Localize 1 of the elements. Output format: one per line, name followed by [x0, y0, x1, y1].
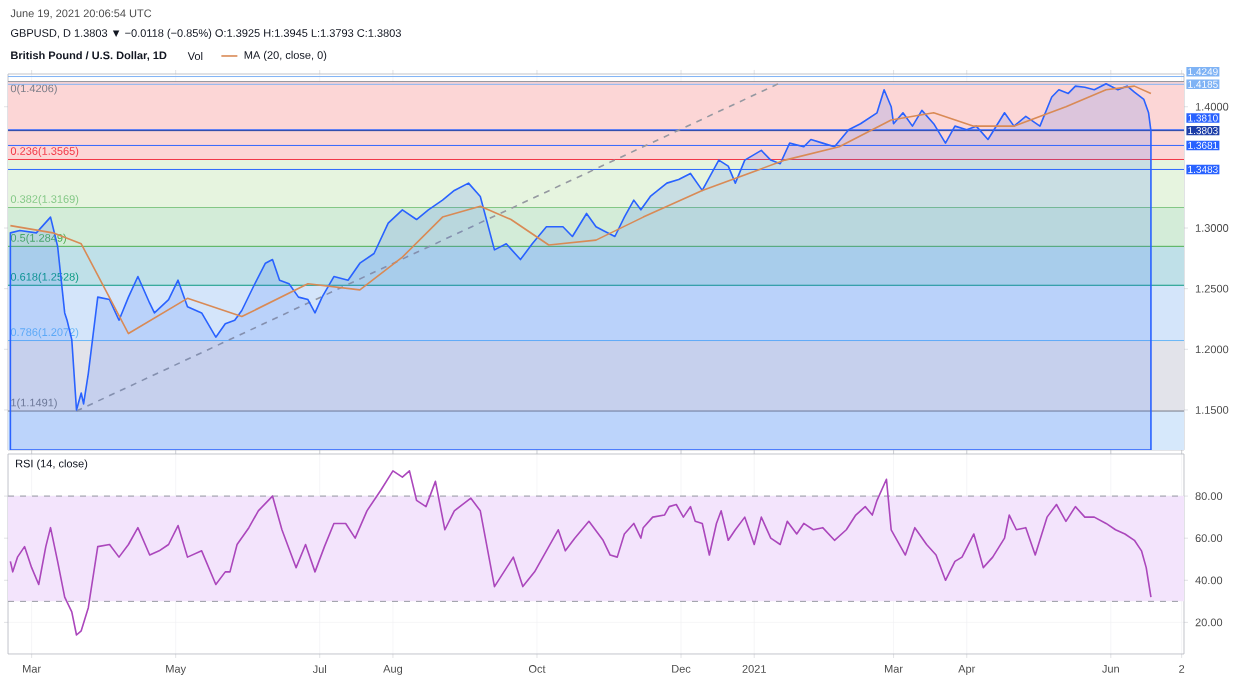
line-series [9, 85, 1152, 335]
